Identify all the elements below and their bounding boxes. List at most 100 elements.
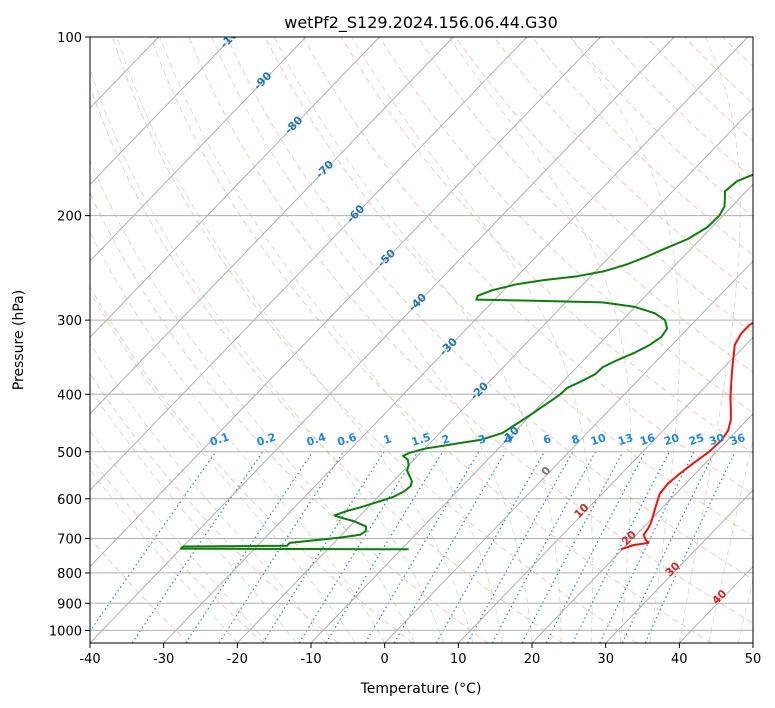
- dry-adiabat: [417, 37, 753, 373]
- mixing-ratio-line: [621, 451, 716, 643]
- mixing-ratio-label: 6: [542, 432, 554, 447]
- dry-adiabat: [493, 37, 753, 295]
- x-tick-label: -40: [79, 652, 100, 667]
- isotherm-line: [752, 642, 753, 643]
- moist-adiabat-label: 30: [663, 559, 683, 579]
- chart-title: wetPf2_S129.2024.156.06.44.G30: [284, 13, 558, 33]
- dry-adiabat: [90, 85, 563, 643]
- mixing-ratio-label: 16: [638, 431, 657, 448]
- isotherm-line: [90, 37, 233, 186]
- moist-adiabat: [211, 37, 533, 643]
- dry-adiabat: [150, 37, 712, 643]
- dry-adiabat: [90, 285, 414, 643]
- isotherm-line: [0, 37, 11, 643]
- mixing-ratio-label: 30: [708, 431, 727, 448]
- x-tick-label: 30: [597, 652, 614, 667]
- mixing-ratio-line: [185, 451, 314, 643]
- moist-adiabat: [708, 437, 753, 643]
- dry-adiabat: [340, 37, 753, 454]
- mixing-ratio-label: 13: [616, 431, 635, 448]
- isotherm-line: [236, 107, 753, 643]
- temperature-profile-line: [620, 321, 753, 551]
- y-tick-label: 500: [57, 446, 82, 461]
- moist-adiabat-label: 40: [709, 587, 729, 607]
- moist-adiabat: [273, 37, 562, 643]
- isotherm-line: [90, 37, 454, 415]
- moist-adiabat-label: 0: [539, 464, 554, 479]
- mixing-ratio-line: [218, 451, 344, 643]
- x-tick-label: 20: [524, 652, 541, 667]
- moist-adiabat: [737, 578, 753, 643]
- mixing-ratio-line: [325, 451, 444, 643]
- dry-adiabat: [188, 37, 753, 624]
- mixing-ratio-line: [364, 451, 480, 643]
- dewpoint-profile-line: [180, 173, 753, 551]
- plot-frame: [89, 36, 754, 644]
- isotherm-line: [90, 37, 528, 491]
- x-tick-label: 50: [745, 652, 762, 667]
- moist-adiabat: [90, 290, 356, 643]
- x-tick-label: 10: [450, 652, 467, 667]
- x-tick-label: -10: [300, 652, 321, 667]
- moist-adiabat: [90, 468, 238, 643]
- mixing-ratio-label: 8: [570, 432, 581, 447]
- mixing-ratio-label: 0.1: [208, 430, 231, 448]
- mixing-ratio-label: 36: [728, 431, 747, 448]
- dry-adiabat: [90, 455, 264, 643]
- isotherm-line: [310, 183, 753, 643]
- x-tick-label: -30: [153, 652, 174, 667]
- dry-adiabat: [722, 37, 753, 68]
- moist-adiabat: [569, 37, 681, 643]
- moist-adiabat: [90, 429, 268, 643]
- y-tick-label: 1000: [49, 624, 82, 639]
- isotherm-line: [90, 37, 380, 339]
- y-tick-label: 800: [57, 567, 82, 582]
- moist-adiabat: [678, 37, 741, 643]
- mixing-ratio-label: 20: [662, 431, 681, 448]
- x-tick-label: -20: [227, 652, 248, 667]
- mixing-ratio-line: [466, 451, 574, 643]
- dry-adiabat: [264, 37, 753, 538]
- mixing-ratio-line: [131, 451, 264, 643]
- dry-adiabat: [90, 191, 488, 643]
- y-tick-label: 400: [57, 388, 82, 403]
- y-tick-label: 700: [57, 533, 82, 548]
- mixing-ratio-line: [262, 451, 385, 643]
- dry-adiabat: [569, 37, 753, 218]
- y-tick-label: 900: [57, 597, 82, 612]
- isotherm-line: [605, 489, 753, 643]
- x-tick-label: 40: [671, 652, 688, 667]
- mixing-ratio-line: [644, 451, 736, 643]
- moist-adiabat: [351, 37, 594, 643]
- isotherm-line: [531, 413, 753, 643]
- mixing-ratio-label: 25: [687, 431, 706, 448]
- y-tick-label: 100: [57, 31, 82, 46]
- moist-adiabat: [90, 388, 297, 643]
- mixing-ratio-label: 4: [503, 432, 515, 447]
- moist-adiabat: [159, 37, 503, 643]
- dry-adiabat: [455, 37, 753, 334]
- y-axis-label: Pressure (hPa): [11, 290, 27, 390]
- moist-adiabat: [448, 37, 632, 643]
- moist-adiabat: [116, 37, 474, 643]
- moist-adiabat: [90, 342, 327, 643]
- y-tick-label: 600: [57, 493, 82, 508]
- mixing-ratio-label: 1.5: [410, 430, 433, 448]
- mixing-ratio-label: 0.4: [305, 430, 328, 448]
- mixing-ratio-label: 2: [440, 432, 451, 447]
- isotherm-line: [457, 336, 753, 643]
- mixing-ratio-label: 0.6: [336, 430, 359, 448]
- isotherm-line: [90, 37, 601, 568]
- dry-adiabat: [112, 37, 638, 643]
- isotherm-line: [90, 37, 675, 643]
- moist-adiabat: [90, 231, 386, 643]
- mixing-ratio-line: [491, 451, 597, 643]
- mixing-ratio-label: 3: [476, 432, 487, 447]
- dry-adiabat: [302, 37, 753, 496]
- mixing-ratio-line: [435, 451, 545, 643]
- mixing-ratio-line: [298, 451, 419, 643]
- mixing-ratio-line: [90, 451, 217, 633]
- isotherm-line: [384, 260, 753, 643]
